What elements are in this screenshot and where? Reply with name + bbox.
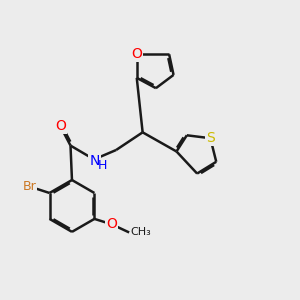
Text: O: O bbox=[106, 217, 117, 231]
Text: O: O bbox=[131, 47, 142, 61]
Text: O: O bbox=[55, 119, 66, 133]
Text: S: S bbox=[206, 131, 215, 145]
Text: N: N bbox=[89, 154, 100, 168]
Text: CH₃: CH₃ bbox=[130, 227, 152, 237]
Text: H: H bbox=[98, 159, 108, 172]
Text: Br: Br bbox=[22, 180, 36, 193]
